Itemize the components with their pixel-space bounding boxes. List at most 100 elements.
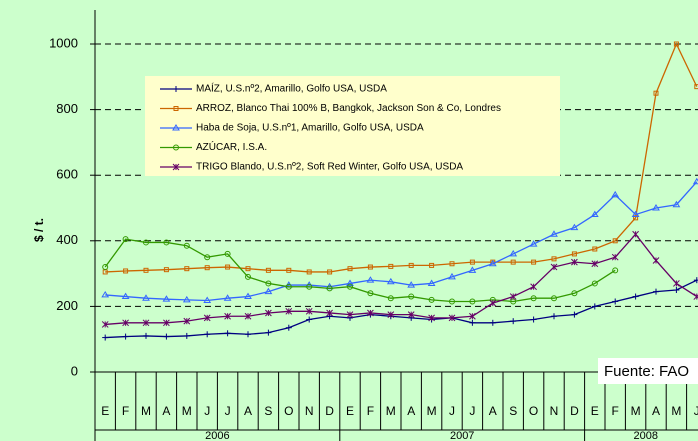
marker (203, 296, 212, 303)
marker-shape (245, 273, 251, 280)
x-tick-label: M (427, 404, 437, 418)
marker (184, 266, 190, 272)
marker (468, 266, 477, 273)
x-tick-label: N (550, 404, 559, 418)
marker-shape (346, 279, 354, 286)
marker (427, 279, 436, 286)
marker-shape (265, 267, 271, 273)
marker (122, 236, 129, 243)
marker (407, 281, 416, 288)
x-tick-label: E (346, 404, 354, 418)
marker-shape (653, 90, 659, 96)
marker-shape (408, 293, 415, 300)
marker (592, 246, 598, 252)
marker-shape (429, 262, 435, 268)
marker-shape (449, 298, 455, 305)
y-axis-label: $ / t. (32, 218, 46, 242)
x-tick-label: M (386, 404, 396, 418)
marker (162, 295, 171, 302)
marker (551, 256, 557, 262)
marker (631, 210, 640, 218)
marker (570, 223, 579, 231)
marker (632, 230, 639, 238)
x-tick-label: D (325, 404, 334, 418)
marker (673, 280, 680, 287)
marker (488, 259, 497, 267)
marker (673, 41, 679, 47)
marker (672, 200, 681, 208)
marker-shape (591, 280, 598, 287)
marker (408, 293, 415, 300)
marker (449, 261, 455, 267)
marker-shape (204, 265, 210, 271)
marker (172, 124, 180, 131)
marker (448, 272, 456, 280)
marker-shape (122, 236, 129, 243)
marker-shape (571, 251, 577, 257)
marker (612, 238, 618, 244)
legend-label: Haba de Soja, U.S.nº1, Amarillo, Golfo U… (196, 123, 424, 134)
marker-shape (631, 210, 640, 218)
marker-shape (285, 283, 292, 290)
marker (203, 314, 211, 322)
marker (509, 249, 518, 257)
marker (264, 287, 273, 295)
marker-shape (121, 292, 130, 300)
marker-shape (449, 261, 455, 267)
marker-shape (162, 295, 171, 302)
marker (225, 264, 231, 270)
marker (530, 295, 537, 302)
y-tick-label: 600 (56, 167, 78, 182)
marker-shape (245, 266, 251, 272)
marker (367, 264, 373, 270)
series-line (105, 42, 698, 273)
marker (591, 303, 598, 310)
marker (571, 311, 578, 318)
marker (590, 210, 599, 218)
x-tick-label: N (305, 404, 314, 418)
marker (509, 293, 517, 300)
marker-shape (327, 269, 333, 275)
marker (428, 314, 435, 322)
marker (529, 240, 538, 247)
marker (326, 309, 333, 317)
marker-shape (366, 276, 375, 283)
marker (265, 280, 272, 287)
marker (612, 267, 619, 274)
marker-shape (672, 200, 681, 208)
marker-shape (387, 295, 394, 302)
marker (122, 333, 129, 340)
year-label: 2008 (634, 430, 658, 441)
x-tick-label: J (204, 404, 210, 418)
x-tick-label: A (489, 404, 497, 418)
marker-shape (102, 264, 109, 271)
marker (204, 331, 211, 338)
marker (285, 324, 292, 331)
x-tick-label: J (469, 404, 475, 418)
marker (173, 86, 179, 92)
marker (163, 333, 170, 340)
x-tick-label: F (612, 404, 619, 418)
marker-shape (184, 266, 190, 272)
x-tick-label: A (162, 404, 170, 418)
marker (428, 296, 435, 303)
marker-shape (388, 263, 394, 269)
marker (142, 294, 150, 301)
marker (693, 293, 698, 300)
marker-shape (611, 190, 620, 198)
marker-shape (590, 210, 599, 218)
marker (102, 264, 109, 271)
marker (173, 144, 179, 151)
marker (183, 317, 191, 325)
legend-label: ARROZ, Blanco Thai 100% B, Bangkok, Jack… (196, 103, 501, 114)
marker (591, 280, 598, 287)
x-tick-label: J (694, 404, 698, 418)
marker (306, 316, 313, 323)
marker-shape (367, 264, 373, 270)
marker-shape (143, 239, 149, 246)
marker-shape (427, 279, 436, 286)
series-line (105, 233, 698, 326)
marker (653, 90, 659, 96)
